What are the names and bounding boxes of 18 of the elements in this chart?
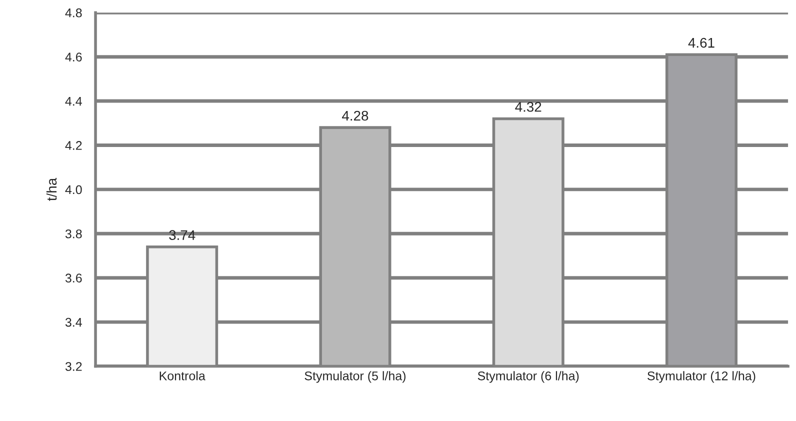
y-tick-label: 3.4 (65, 318, 82, 327)
y-tick-label: 3.8 (65, 229, 82, 238)
y-tick-label: 4.4 (65, 96, 82, 106)
y-tick-label: 4.6 (65, 52, 82, 62)
y-tick-label: 3.6 (65, 274, 82, 283)
y-tick-label: 4.8 (65, 8, 82, 18)
data-label: 4.28 (342, 110, 368, 121)
x-tick-label: Stymulator (6 l/ha) (478, 371, 579, 383)
data-label: 4.32 (515, 102, 542, 112)
y-axis-title: t/ha (46, 178, 57, 201)
data-label: 3.74 (169, 230, 196, 240)
x-tick-label: Kontrola (160, 371, 206, 380)
y-tick-label: 4.0 (65, 185, 82, 194)
x-tick-label: Stymulator (5 l/ha) (304, 371, 406, 383)
y-tick-label: 4.2 (65, 141, 82, 150)
x-tick-label: Stymulator (12 l/ha) (648, 371, 756, 383)
y-tick-label: 3.2 (65, 362, 82, 371)
data-label: 4.61 (688, 38, 714, 48)
